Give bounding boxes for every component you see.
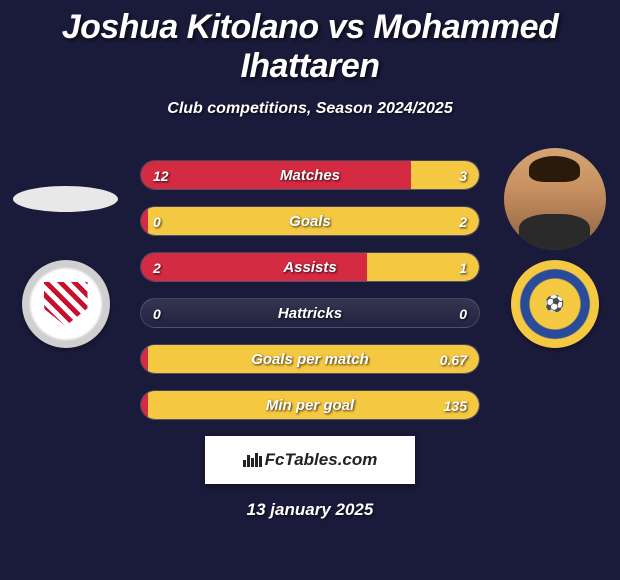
brand-badge: FcTables.com xyxy=(205,436,415,484)
stat-bar: 12Matches3 xyxy=(140,160,480,190)
player-photo-right xyxy=(504,148,606,250)
stat-value-right: 2 xyxy=(459,207,467,236)
stat-label: Goals per match xyxy=(141,345,479,374)
brand-text: FcTables.com xyxy=(265,450,378,470)
footer-date: 13 january 2025 xyxy=(0,500,620,520)
stat-bar: 0Goals2 xyxy=(140,206,480,236)
stat-value-right: 0.67 xyxy=(440,345,467,374)
player-photo-left xyxy=(13,186,118,212)
page-subtitle: Club competitions, Season 2024/2025 xyxy=(0,100,620,118)
stat-label: Hattricks xyxy=(141,299,479,328)
comparison-content: 12Matches30Goals22Assists10Hattricks0Goa… xyxy=(0,148,620,520)
right-player-column xyxy=(497,148,612,348)
stat-bar: 0Hattricks0 xyxy=(140,298,480,328)
stat-bar: Min per goal135 xyxy=(140,390,480,420)
fctables-logo-icon xyxy=(243,453,262,467)
stat-bars: 12Matches30Goals22Assists10Hattricks0Goa… xyxy=(140,148,480,420)
stat-label: Matches xyxy=(141,161,479,190)
stat-value-right: 1 xyxy=(459,253,467,282)
stat-label: Goals xyxy=(141,207,479,236)
club-logo-left xyxy=(22,260,110,348)
stat-value-right: 135 xyxy=(444,391,467,420)
stat-label: Min per goal xyxy=(141,391,479,420)
stat-value-right: 3 xyxy=(459,161,467,190)
left-player-column xyxy=(8,148,123,348)
stat-bar: 2Assists1 xyxy=(140,252,480,282)
club-logo-right xyxy=(511,260,599,348)
stat-bar: Goals per match0.67 xyxy=(140,344,480,374)
page-title: Joshua Kitolano vs Mohammed Ihattaren xyxy=(0,0,620,86)
stat-value-right: 0 xyxy=(459,299,467,328)
stat-label: Assists xyxy=(141,253,479,282)
